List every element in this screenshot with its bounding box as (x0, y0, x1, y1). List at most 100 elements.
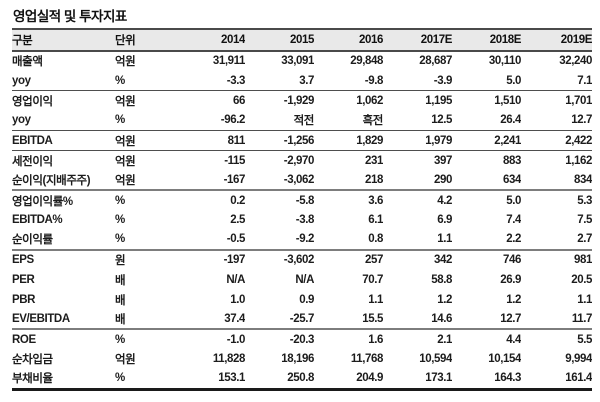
row-value: -3,062 (245, 170, 314, 192)
table-row: EBITDA 억원 811 -1,256 1,829 1,979 2,241 2,422 (12, 130, 592, 151)
row-value: 흑전 (314, 110, 383, 132)
table-row: 순이익률% -0.5 -9.2 0.8 1.1 2.2 2.7 (12, 230, 592, 251)
header-row: 구분 단위 2014 2015 2016 2017E 2018E 2019E (12, 28, 592, 52)
row-value: -3,602 (283, 254, 314, 267)
header-cell-2015: 2015 (245, 28, 314, 52)
row-label: 영업이익 (12, 95, 53, 108)
row-value: 26.4 (452, 110, 521, 132)
row-value: 0.8 (314, 230, 383, 251)
table-body: 매출액 억원 31,911 33,091 29,848 28,687 30,110 32,24… (12, 51, 592, 389)
row-value: 2.2 (452, 230, 521, 251)
row-value: 12.7 (452, 309, 521, 331)
row-value: 32,240 (559, 55, 592, 68)
row-value: 811 (161, 130, 245, 151)
table-row: 매출액 억원 31,911 33,091 29,848 28,687 30,110 32,24… (12, 51, 592, 71)
row-value: 1,195 (425, 94, 452, 107)
row-value: 7.4 (506, 214, 521, 227)
row-value: 634 (452, 170, 521, 192)
row-value: -20.3 (289, 333, 314, 346)
row-value: 161.4 (565, 372, 592, 385)
row-unit: 원 (115, 255, 126, 268)
row-value: 164.3 (494, 372, 521, 385)
row-value: -197 (223, 254, 245, 267)
row-value: 0.2 (230, 194, 245, 207)
page-title: 영업실적 및 투자지표 (13, 9, 127, 24)
row-label: 순이익(지배주주) (12, 170, 115, 192)
table-row: PER 배 N/A N/A 70.7 58.8 26.9 20.5 (12, 270, 592, 290)
row-unit: 억원 (115, 95, 136, 108)
row-value: 28,687 (419, 55, 452, 68)
row-label: 순차입금 (12, 354, 53, 367)
row-label: PBR (12, 293, 36, 306)
table-row: 세전이익 억원 -115 -2,970 231 397 883 1,162 (12, 150, 592, 170)
table-row: 부채비율% 153.1 250.8 204.9 173.1 164.3 161.4 (12, 369, 592, 389)
row-value: 15.5 (314, 309, 383, 331)
row-value: 적전 (245, 110, 314, 132)
row-value: -1,256 (245, 130, 314, 151)
row-value: 204.9 (356, 372, 383, 385)
row-value: 66 (233, 94, 245, 107)
row-value: 14.6 (383, 309, 452, 331)
header-cell-2018e: 2018E (452, 28, 521, 52)
row-value: -5.8 (295, 194, 314, 207)
row-unit: % (115, 214, 125, 227)
row-value: 883 (503, 154, 521, 167)
row-value: 5.3 (577, 194, 592, 207)
row-label: 순이익률 (12, 230, 115, 251)
row-value: 1.1 (368, 293, 383, 306)
row-value: 1.2 (437, 293, 452, 306)
header-cell-label: 구분 (12, 28, 115, 52)
row-unit: % (115, 230, 161, 251)
row-label: 영업이익률% (12, 195, 73, 208)
row-value: 1,510 (494, 94, 521, 107)
row-label: yoy (12, 70, 115, 92)
row-value: 1,062 (356, 94, 383, 107)
row-value: 218 (314, 170, 383, 192)
row-value: 1.1 (577, 293, 592, 306)
row-label: ROE (12, 333, 36, 346)
row-value: 10,154 (488, 353, 521, 366)
row-value: 1.0 (230, 293, 245, 306)
row-unit: % (115, 70, 161, 92)
row-value: 2.7 (521, 230, 592, 251)
row-value: 6.9 (437, 214, 452, 227)
table-row: yoy% -96.2 적전 흑전 12.5 26.4 12.7 (12, 110, 592, 132)
row-value: 33,091 (281, 55, 314, 68)
row-value: -9.2 (245, 230, 314, 251)
row-label: 세전이익 (12, 155, 53, 168)
table-row: 영업이익 억원 66 -1,929 1,062 1,195 1,510 1,701 (12, 91, 592, 111)
row-value: 1,162 (565, 154, 592, 167)
row-label: PER (12, 273, 35, 286)
row-value: 11,828 (212, 353, 245, 366)
row-value: -9.8 (314, 70, 383, 92)
row-value: 746 (503, 254, 521, 267)
row-unit: 배 (115, 274, 126, 287)
row-value: 12.5 (383, 110, 452, 132)
row-value: 397 (434, 154, 452, 167)
table-row: PBR 배 1.0 0.9 1.1 1.2 1.2 1.1 (12, 290, 592, 310)
row-value: 26.9 (500, 273, 521, 286)
row-unit: % (115, 194, 125, 207)
row-label: EBITDA% (12, 214, 63, 227)
row-value: 2,241 (452, 130, 521, 151)
row-value: 10,594 (419, 353, 452, 366)
row-value: 37.4 (161, 309, 245, 331)
table-row: 순이익(지배주주) 억원 -167 -3,062 218 290 634 834 (12, 170, 592, 192)
table-row: EPS 원 -197 -3,602 257 342 746 981 (12, 250, 592, 270)
row-label: yoy (12, 110, 115, 132)
row-value: 3.7 (245, 70, 314, 92)
row-unit: % (115, 333, 125, 346)
table-row: yoy% -3.3 3.7 -9.8 -3.9 5.0 7.1 (12, 70, 592, 92)
table-row: ROE% -1.0 -20.3 1.6 2.1 4.4 5.5 (12, 329, 592, 349)
row-unit: 배 (115, 294, 126, 307)
row-value: 6.1 (368, 214, 383, 227)
row-label: EV/EBITDA (12, 309, 115, 331)
row-value: 2,422 (521, 130, 592, 151)
row-value: 9,994 (565, 353, 592, 366)
row-value: -0.5 (161, 230, 245, 251)
header-cell-2017e: 2017E (383, 28, 452, 52)
row-value: 5.0 (452, 70, 521, 92)
row-value: 70.7 (362, 273, 383, 286)
row-unit: 억원 (115, 170, 161, 192)
row-label: 부채비율 (12, 373, 53, 386)
